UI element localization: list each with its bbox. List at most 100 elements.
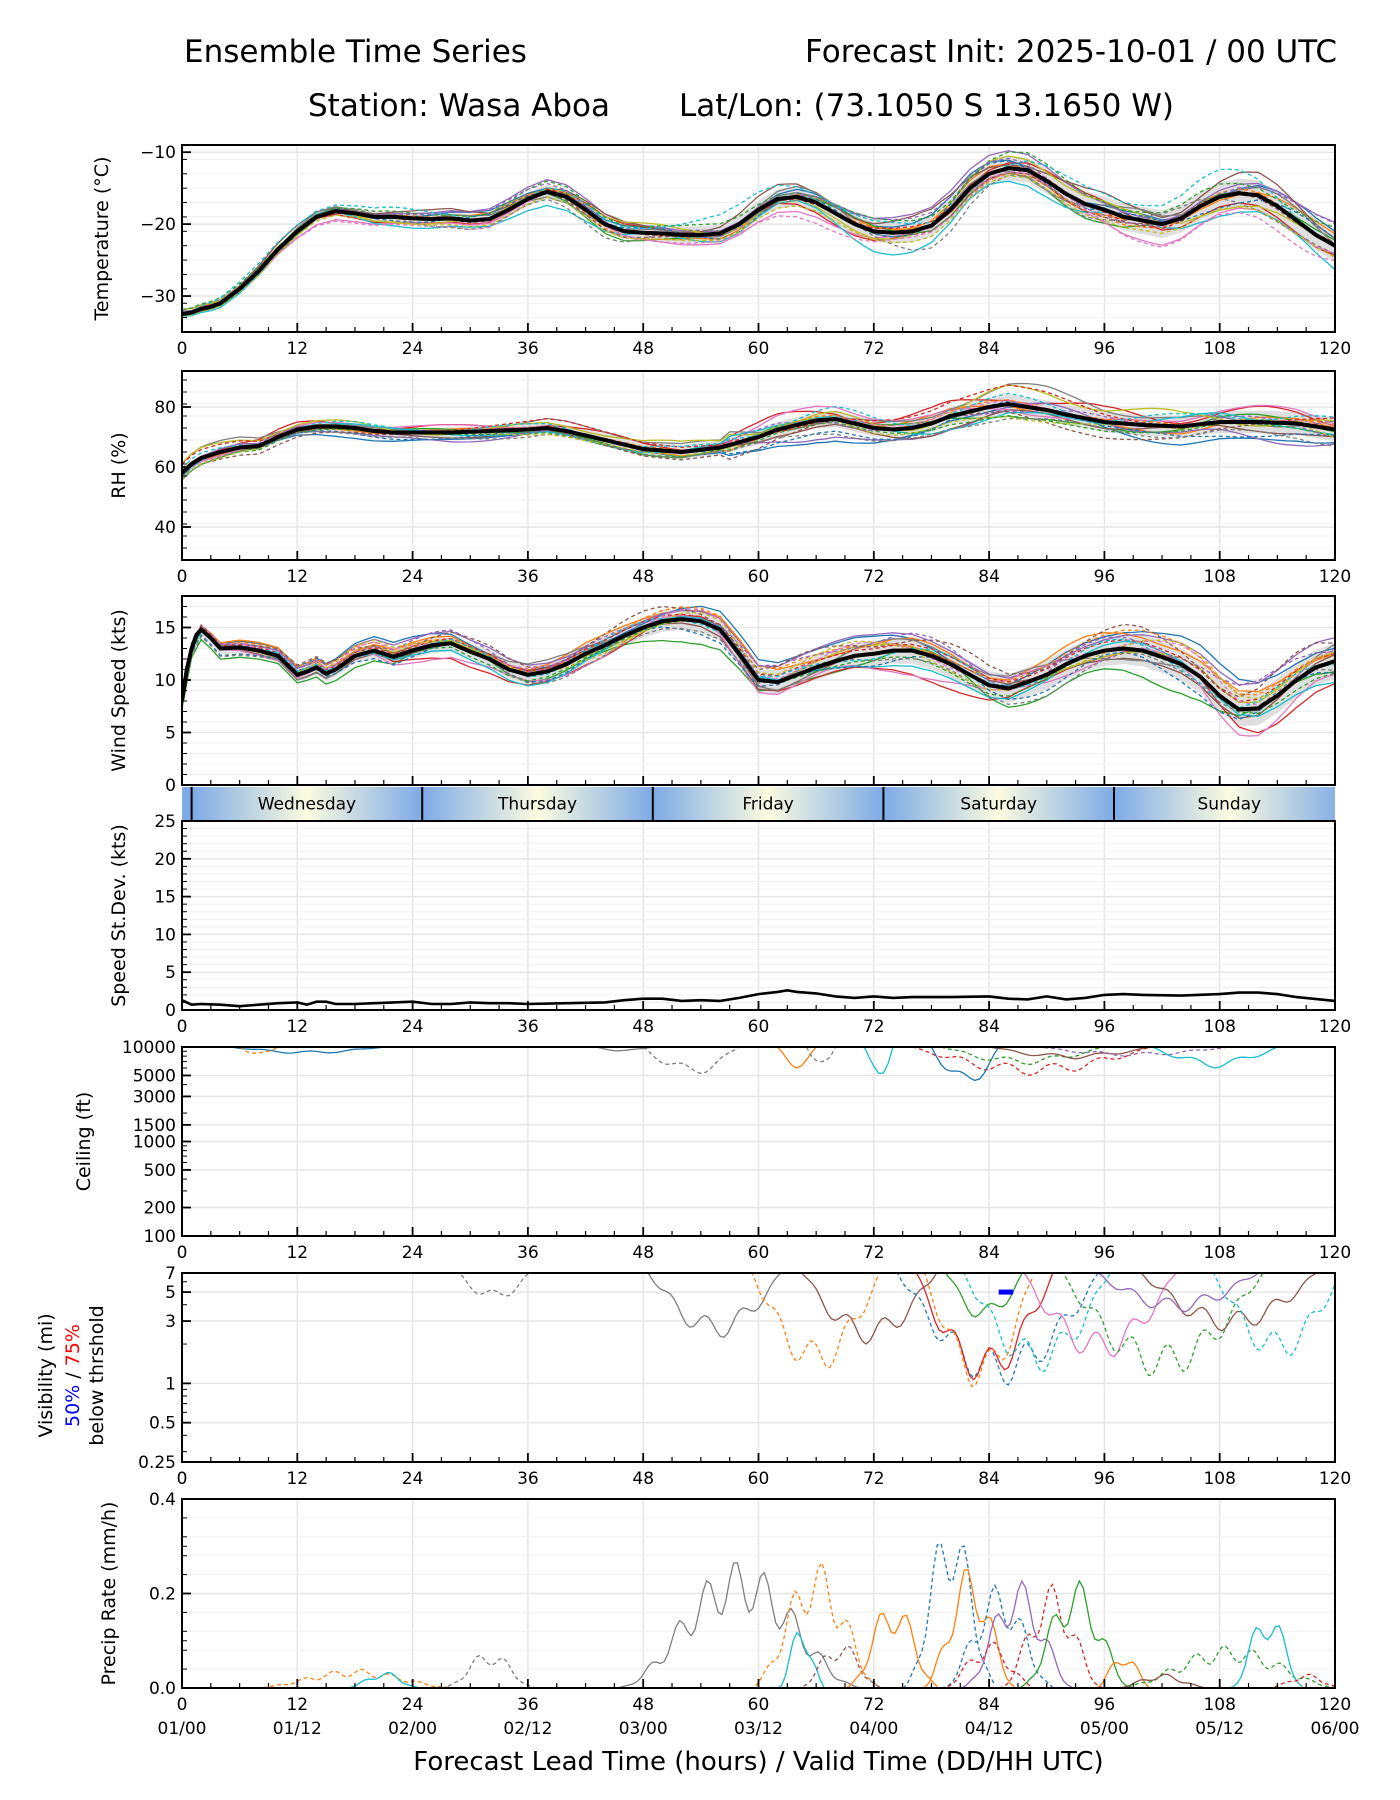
y-tick-label: 7	[165, 1264, 176, 1284]
y-tick-label: 80	[154, 398, 176, 418]
ensemble-mean-line	[182, 165, 1335, 316]
panel-visibility: 0.25 0.5 1 3 57 0 12 24 36 48 60 72 84 96 108 120 Visibi…	[35, 1264, 1351, 1489]
x-tick-label: 48	[632, 1243, 654, 1263]
y-tick-label: −10	[140, 143, 176, 163]
ensemble-member-line	[1022, 1273, 1178, 1358]
x-tick-label: 12	[286, 1017, 308, 1037]
x-valid-time-label: 04/12	[965, 1719, 1014, 1739]
x-tick-label: 0	[177, 1469, 188, 1489]
x-tick-label: 72	[863, 567, 885, 587]
x-valid-time-label: 02/12	[503, 1719, 552, 1739]
x-tick-label: 24	[402, 567, 424, 587]
day-label: Friday	[742, 795, 794, 815]
x-tick-label: 96	[1094, 339, 1116, 359]
ensemble-member-line	[1113, 1645, 1335, 1688]
ensemble-member-line	[1094, 1661, 1150, 1688]
x-tick-label: 0	[177, 339, 188, 359]
ensemble-member-line	[182, 171, 1335, 317]
y-axis-label: Visibility (mi)	[35, 1313, 57, 1437]
ensemble-member-line	[1140, 1273, 1318, 1332]
ensemble-member-line	[940, 1583, 1053, 1688]
ensemble-member-line	[1037, 1047, 1230, 1057]
y-axis-label-below: below thrshold	[86, 1305, 108, 1445]
ensemble-member-line	[930, 1047, 1000, 1082]
day-banner: Wednesday Thursday Friday Saturday Sunday	[182, 786, 1400, 821]
y-tick-label: 10000	[122, 1038, 176, 1058]
x-valid-time-label: 04/00	[849, 1719, 898, 1739]
ensemble-member-line	[1113, 1673, 1207, 1688]
y-tick-label: 5	[165, 1283, 176, 1303]
y-tick-label: 25	[154, 812, 176, 832]
title-forecast-init: Forecast Init: 2025-10-01 / 00 UTC	[805, 34, 1337, 70]
ensemble-member-line	[1229, 1625, 1303, 1688]
y-axis-label: Wind Speed (kts)	[108, 609, 130, 772]
ensemble-member-line	[182, 606, 1335, 698]
panel-precip_rate: 0.0 0.2 0.4 0 12 24 36 48 60 72 84 96 108 120 01/00 01/…	[98, 1490, 1360, 1777]
y-tick-label: 20	[154, 850, 176, 870]
day-cell-sunday	[1114, 787, 1335, 820]
x-valid-time-label: 05/00	[1080, 1719, 1129, 1739]
x-tick-label: 24	[402, 1017, 424, 1037]
y-tick-label: 40	[154, 518, 176, 538]
day-cell-thursday	[422, 787, 653, 820]
x-tick-label: 84	[978, 1695, 1000, 1715]
ensemble-member-line	[796, 1645, 882, 1688]
ensemble-member-line	[441, 1654, 538, 1688]
ensemble-member-line	[182, 160, 1335, 313]
x-tick-label: 60	[748, 1243, 770, 1263]
ensemble-member-line	[182, 411, 1335, 479]
y-tick-label: 3000	[133, 1087, 176, 1107]
ensemble-member-line	[1152, 1047, 1278, 1069]
panel-wind_speed: 0 5 10 15 Wind Speed (kts)	[108, 595, 1336, 796]
title-station: Station: Wasa Aboa	[308, 88, 611, 124]
panel-temperature: −30 −20 −10 0 12 24 36 48 60 72 84 96 108 120 Temperat…	[91, 143, 1351, 359]
x-tick-label: 24	[402, 1695, 424, 1715]
ensemble-member-line	[182, 163, 1335, 314]
x-tick-label: 72	[863, 1243, 885, 1263]
label-75pct: 75%	[62, 1324, 84, 1366]
x-tick-label: 36	[517, 339, 539, 359]
x-valid-time-label: 03/00	[619, 1719, 668, 1739]
x-tick-label: 36	[517, 1469, 539, 1489]
x-tick-label: 84	[978, 339, 1000, 359]
ensemble-member-line	[182, 400, 1335, 473]
x-tick-label: 84	[978, 1243, 1000, 1263]
x-tick-label: 108	[1203, 1243, 1235, 1263]
y-tick-label: 1000	[133, 1133, 176, 1153]
y-tick-label: 0	[165, 776, 176, 796]
ensemble-member-line	[182, 617, 1335, 709]
ensemble-member-line	[902, 1542, 996, 1688]
ensemble-member-line	[940, 1047, 1105, 1066]
ensemble-member-line	[182, 392, 1335, 469]
x-tick-label: 48	[632, 1017, 654, 1037]
x-tick-label: 60	[748, 1017, 770, 1037]
ensemble-member-line	[751, 1273, 881, 1369]
x-tick-label: 0	[177, 1243, 188, 1263]
y-tick-label: 200	[144, 1199, 176, 1219]
ensemble-member-line	[777, 1047, 817, 1069]
y-tick-label: 15	[154, 619, 176, 639]
x-tick-label: 48	[632, 567, 654, 587]
ensemble-member-line	[912, 1047, 1153, 1076]
y-tick-label: 15	[154, 888, 176, 908]
y-axis-label: Temperature (°C)	[91, 157, 113, 322]
x-tick-label: 48	[632, 1695, 654, 1715]
ensemble-member-line	[182, 605, 1335, 701]
stdev-line	[181, 988, 1336, 1008]
day-label: Wednesday	[258, 795, 356, 815]
x-tick-label: 108	[1203, 1469, 1235, 1489]
y-tick-label: −20	[140, 215, 176, 235]
x-tick-label: 96	[1094, 1695, 1116, 1715]
x-tick-label: 120	[1319, 1017, 1351, 1037]
ensemble-member-line	[182, 605, 1335, 698]
ensemble-member-line	[642, 1047, 740, 1075]
x-tick-label: 108	[1203, 1017, 1235, 1037]
x-tick-label: 24	[402, 1469, 424, 1489]
y-axis-label: Precip Rate (mm/h)	[98, 1502, 120, 1686]
ensemble-member-line	[239, 1047, 279, 1054]
ensemble-member-line	[182, 151, 1335, 311]
y-tick-label: 0.25	[138, 1453, 176, 1473]
ensemble-member-line	[345, 1671, 423, 1688]
